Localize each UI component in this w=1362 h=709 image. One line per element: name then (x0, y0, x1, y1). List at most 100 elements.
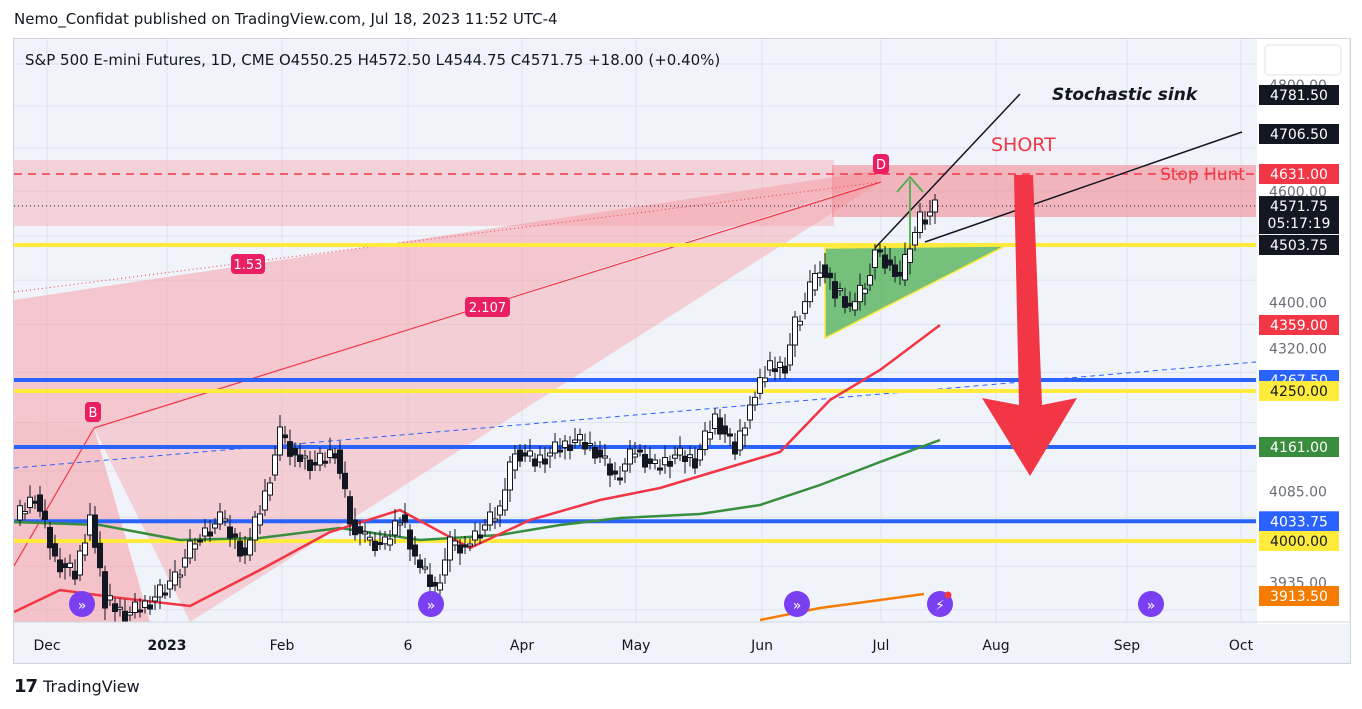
symbol-info-line: S&P 500 E-mini Futures, 1D, CME O4550.25… (25, 51, 720, 69)
candle-body (767, 360, 773, 371)
candle-body (607, 463, 613, 476)
candle-body (132, 601, 138, 613)
candle-body (462, 544, 468, 548)
footer-branding: 17 TradingView (14, 676, 140, 697)
candle-body (862, 288, 868, 294)
candle-body (187, 540, 193, 559)
trendline-stochastic-steep (874, 93, 1021, 249)
price-label-bg-11 (1259, 586, 1339, 606)
price-label-8: 4161.00 (1270, 440, 1328, 456)
candle-body (92, 514, 98, 548)
candle-body (772, 368, 778, 372)
candle-body (917, 211, 923, 233)
symbol-info-part: S&P 500 E-mini Futures, 1D, CME (25, 51, 279, 69)
price-label-7: 4250.00 (1270, 384, 1328, 400)
candle-body (57, 559, 63, 573)
symbol-info-part: L (436, 51, 445, 69)
candle-body (647, 458, 653, 464)
candle-body (257, 513, 263, 526)
candle-body (402, 514, 408, 523)
candle-body (882, 254, 888, 269)
candle-body (467, 543, 473, 547)
candle-body (82, 542, 88, 556)
candle-body (22, 511, 28, 515)
candle-body (437, 582, 443, 591)
candle-body (17, 505, 23, 521)
ratio-label-1-bg (231, 254, 265, 274)
short-label: SHORT (991, 134, 1056, 156)
candle-body (902, 254, 908, 281)
price-label-bg-4 (1259, 235, 1339, 255)
candle-body (842, 296, 848, 308)
candle-body (247, 539, 253, 556)
candle-body (687, 454, 693, 458)
candle-body (167, 580, 173, 590)
x-tick-label: Oct (1229, 638, 1254, 654)
candle-body (532, 458, 538, 467)
candle-body (357, 526, 363, 534)
candle-body (32, 500, 38, 504)
candle-body (567, 444, 573, 451)
candle-body (447, 536, 453, 561)
candle-body (237, 540, 243, 557)
candle-body (837, 288, 843, 292)
candle-body (852, 301, 858, 311)
candle-body (487, 511, 493, 526)
candle-body (52, 543, 58, 557)
candle-body (732, 441, 738, 455)
symbol-info-part: +18.00 (+0.40%) (588, 51, 720, 69)
price-label-9: 4033.75 (1270, 514, 1328, 530)
candle-body (667, 461, 673, 467)
candle-body (822, 264, 828, 278)
x-tick-label: Apr (510, 638, 534, 654)
candle-body (142, 600, 148, 608)
symbol-info-part: 4550.25 (291, 51, 358, 69)
candle-body (287, 441, 293, 457)
candle-body (507, 461, 513, 491)
point-b-label-bg (85, 402, 101, 422)
candle-body (342, 472, 348, 490)
candle-body (42, 510, 48, 520)
candle-body (672, 454, 678, 459)
candle-body (697, 449, 703, 461)
candle-body (627, 448, 633, 465)
candle-body (347, 496, 353, 525)
candle-body (867, 275, 873, 286)
candle-body (642, 454, 648, 468)
candle-body (477, 534, 483, 539)
candle-body (482, 524, 488, 531)
candle-body (692, 458, 698, 469)
candle-body (297, 454, 303, 462)
short-down-arrow-icon (982, 175, 1077, 476)
event-marker-glyph: » (427, 598, 436, 614)
candle-body (327, 449, 333, 458)
ratio-label-2: 2.107 (469, 301, 506, 316)
candle-body (622, 463, 628, 472)
candle-body (127, 612, 133, 616)
publish-info: Nemo_Confidat published on TradingView.c… (14, 10, 558, 28)
candle-body (197, 539, 203, 543)
candle-body (652, 459, 658, 464)
candle-body (557, 449, 563, 453)
harmonic-zone-upper (14, 170, 881, 428)
candle-body (877, 249, 883, 253)
x-tick-label: May (622, 638, 651, 654)
candle-body (522, 452, 528, 457)
candle-body (612, 470, 618, 475)
candle-body (432, 582, 438, 587)
price-label-bg-1 (1259, 124, 1339, 144)
candle-body (927, 211, 933, 217)
point-d-label-bg (873, 154, 889, 174)
trendline-stochastic-shallow (924, 131, 1243, 243)
candle-body (932, 199, 938, 213)
x-tick-label: 6 (404, 638, 413, 654)
resistance-band-left (14, 160, 834, 226)
candle-body (292, 447, 298, 456)
candle-body (107, 595, 113, 601)
candle-body (562, 440, 568, 448)
event-marker-icon (418, 591, 444, 617)
candle-body (617, 477, 623, 481)
price-label-3: 4571.75 (1270, 199, 1328, 215)
candle-body (177, 574, 183, 578)
